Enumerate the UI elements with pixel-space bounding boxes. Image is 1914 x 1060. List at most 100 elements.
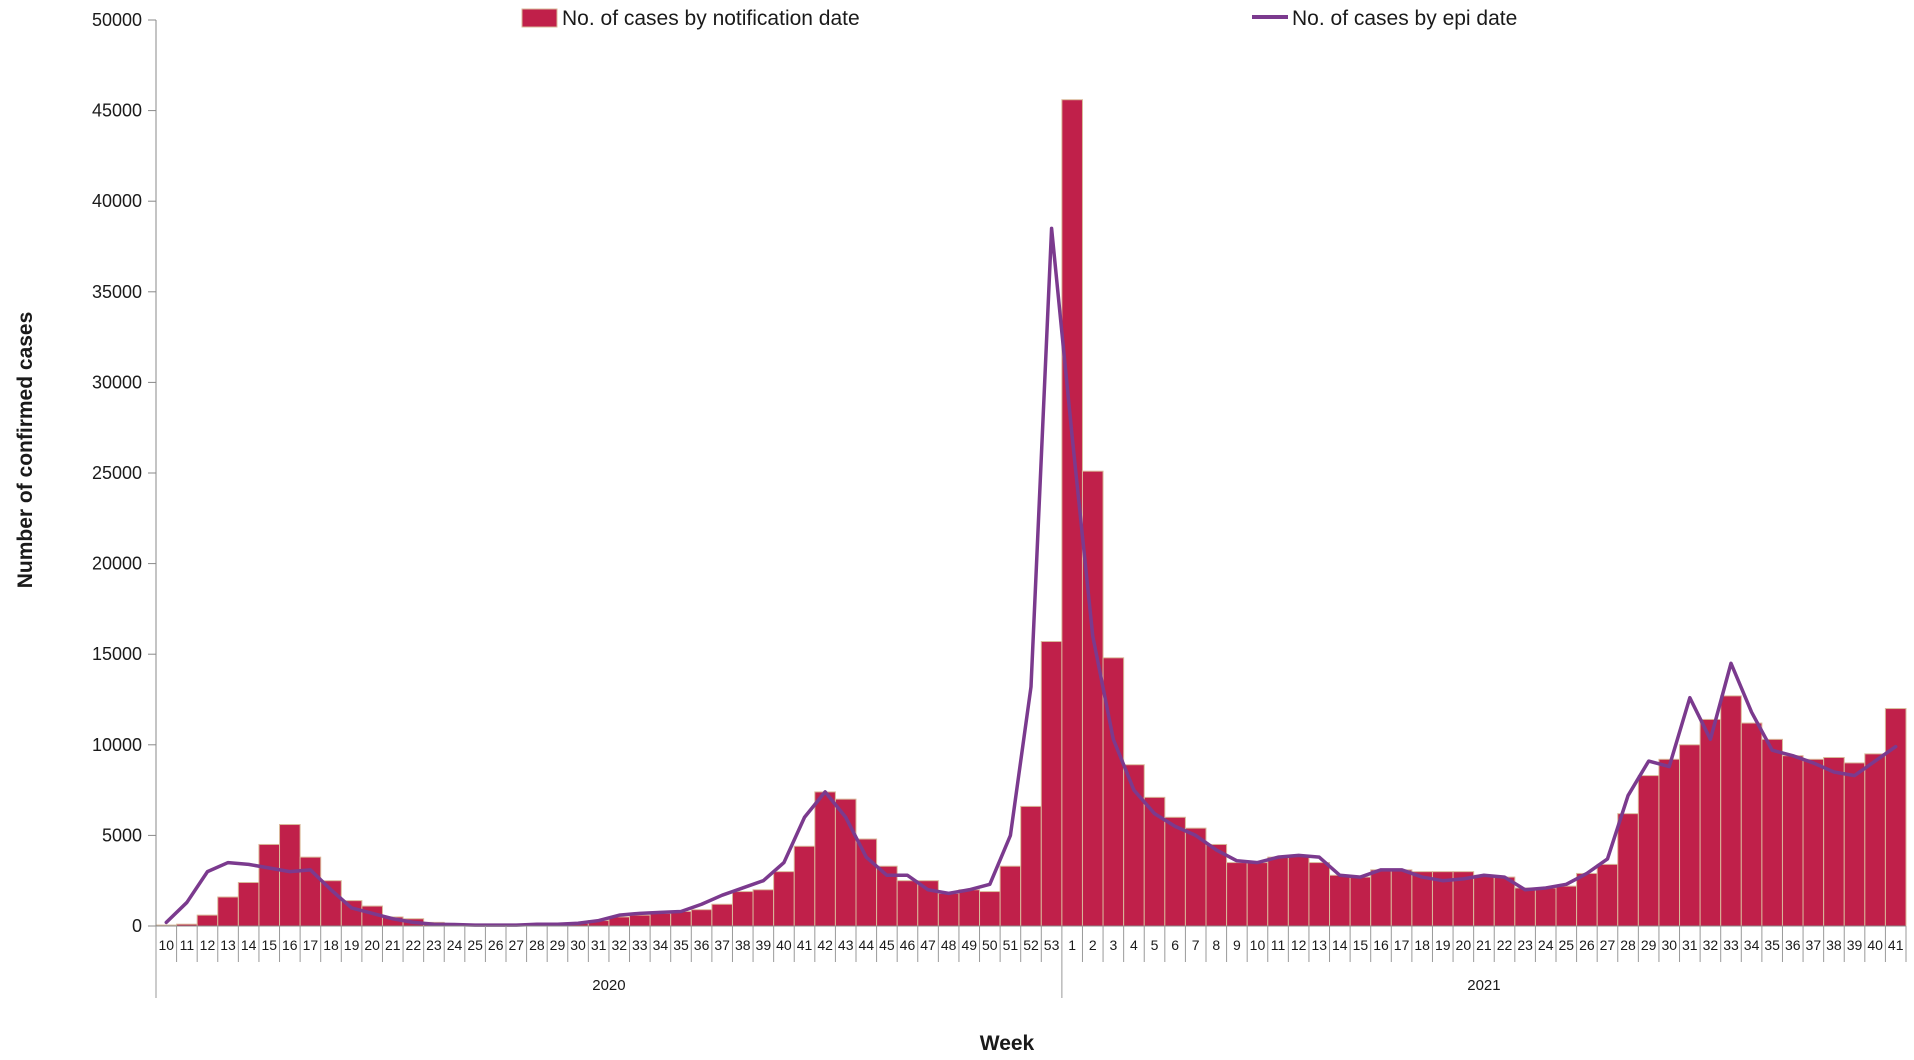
x-tick-label: 18 <box>1414 937 1430 953</box>
bar <box>1576 872 1598 927</box>
x-tick-label: 39 <box>1847 937 1863 953</box>
bar <box>1781 755 1804 927</box>
bar <box>299 856 322 927</box>
line-point <box>433 924 434 925</box>
line-point <box>845 817 846 818</box>
x-tick-label: 34 <box>1744 937 1760 953</box>
bar <box>896 880 919 927</box>
line-point <box>866 857 867 858</box>
line-point <box>1607 858 1608 859</box>
line-point <box>1751 712 1752 713</box>
bar <box>1287 854 1310 927</box>
line-point <box>989 884 990 885</box>
line-point <box>1854 775 1855 776</box>
bar <box>958 889 981 927</box>
line-point <box>639 913 640 914</box>
bar <box>670 911 692 927</box>
x-tick-label: 18 <box>323 937 339 953</box>
bar <box>1308 862 1331 927</box>
y-tick-label: 25000 <box>92 463 142 483</box>
bar <box>196 914 219 927</box>
line-point <box>516 925 517 926</box>
line-point <box>1731 663 1732 664</box>
y-tick-label: 30000 <box>92 372 142 392</box>
bar <box>1493 876 1516 927</box>
bar <box>279 824 301 927</box>
bar <box>731 891 754 927</box>
x-tick-label: 50 <box>982 937 998 953</box>
bar <box>1864 753 1886 927</box>
bar <box>649 912 672 927</box>
axes-layer: 0 5000 10000 15000 20000 25000 30000 35000 40000… <box>14 10 1907 1055</box>
line-point <box>742 887 743 888</box>
x-tick-label: 2 <box>1089 937 1097 953</box>
line-point <box>1792 755 1793 756</box>
x-tick-label: 22 <box>406 937 422 953</box>
x-tick-label: 41 <box>1888 937 1904 953</box>
x-tick-label: 15 <box>261 937 277 953</box>
y-tick-label: 35000 <box>92 282 142 302</box>
x-tick-label: 9 <box>1233 937 1241 953</box>
x-tick-label: 25 <box>1559 937 1575 953</box>
x-tick-label: 10 <box>159 937 175 953</box>
bar <box>340 900 363 927</box>
x-tick-label: 49 <box>961 937 977 953</box>
bar <box>1226 862 1248 927</box>
line-point <box>1278 857 1279 858</box>
line-point <box>1298 855 1299 856</box>
line-point <box>1216 849 1217 850</box>
bar <box>855 838 878 927</box>
bar <box>1740 722 1763 927</box>
line-point <box>1360 877 1361 878</box>
bar <box>1637 775 1660 927</box>
x-tick-label: 27 <box>509 937 525 953</box>
bar <box>1349 876 1372 927</box>
line-point <box>1072 436 1073 437</box>
x-tick-label: 42 <box>817 937 833 953</box>
line-point <box>1339 875 1340 876</box>
x-tick-label: 4 <box>1130 937 1138 953</box>
line-point <box>413 922 414 923</box>
x-tick-label: 14 <box>241 937 257 953</box>
x-tick-label: 46 <box>900 937 916 953</box>
x-tick-label: 20 <box>364 937 380 953</box>
x-tick-label: 34 <box>653 937 669 953</box>
line-point <box>722 895 723 896</box>
x-tick-label: 36 <box>694 937 710 953</box>
line-point <box>1319 857 1320 858</box>
x-tick-label: 36 <box>1785 937 1801 953</box>
bars-layer <box>155 99 1907 927</box>
line-point <box>166 922 167 923</box>
bar <box>1267 856 1289 927</box>
x-tick-label: 35 <box>1764 937 1780 953</box>
x-tick-label: 7 <box>1192 937 1200 953</box>
line-point <box>1628 795 1629 796</box>
line-point <box>1442 880 1443 881</box>
x-tick-label: 5 <box>1151 937 1159 953</box>
line-point <box>1586 873 1587 874</box>
y-tick-label: 50000 <box>92 10 142 30</box>
x-tick-label: 8 <box>1212 937 1220 953</box>
x-tick-label: 21 <box>385 937 401 953</box>
bar <box>1555 885 1578 927</box>
line-point <box>228 862 229 863</box>
bar <box>1020 805 1042 927</box>
bar <box>1184 827 1207 927</box>
x-tick-label: 17 <box>1394 937 1410 953</box>
bar <box>1699 718 1722 927</box>
bar <box>1761 738 1783 927</box>
x-tick-label: 37 <box>1806 937 1822 953</box>
line-point <box>619 915 620 916</box>
x-tick-label: 15 <box>1353 937 1369 953</box>
bar <box>1246 862 1269 927</box>
line-point <box>269 868 270 869</box>
x-tick-label: 43 <box>838 937 854 953</box>
bar <box>1843 762 1866 927</box>
line-point <box>1895 746 1896 747</box>
x-tick-label: 40 <box>776 937 792 953</box>
x-tick-label: 45 <box>879 937 895 953</box>
line-point <box>454 924 455 925</box>
x-tick-label: 52 <box>1023 937 1039 953</box>
x-tick-label: 6 <box>1171 937 1179 953</box>
